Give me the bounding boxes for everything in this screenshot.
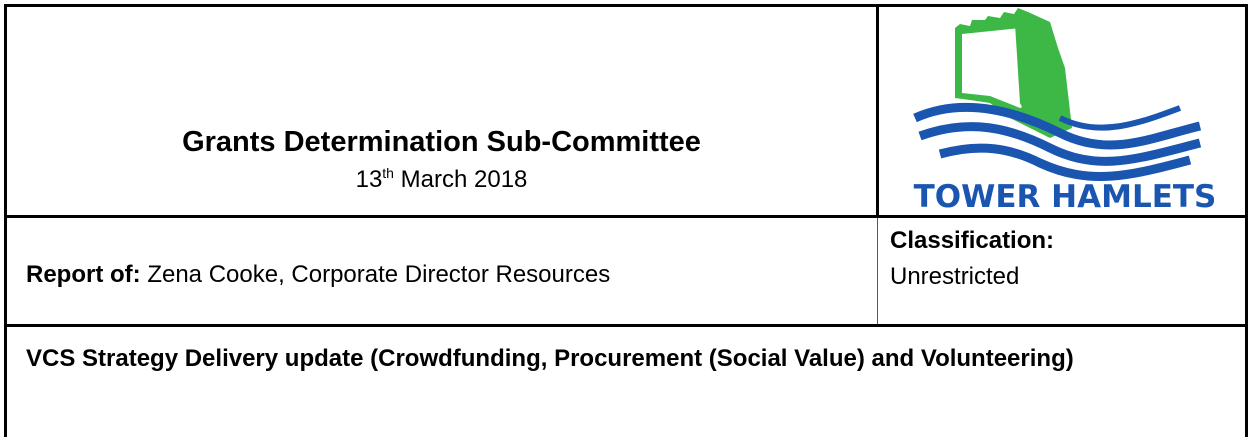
suffix: th bbox=[382, 165, 394, 181]
wave bbox=[913, 102, 1202, 150]
day: 13 bbox=[355, 166, 383, 193]
outer-border bbox=[4, 4, 1248, 437]
classification-label: Classification: bbox=[890, 227, 1055, 254]
logo: TOWER HAMLETS bbox=[913, 8, 1217, 214]
divider bbox=[876, 4, 879, 217]
report: Report of: Zena Cooke, Corporate Directo… bbox=[26, 261, 610, 289]
title: Grants Determination Sub-Committee bbox=[182, 126, 701, 158]
castle-front bbox=[1015, 20, 1060, 128]
divider bbox=[877, 218, 878, 325]
classification-value: Unrestricted bbox=[890, 263, 1020, 290]
date: 13th March 2018 bbox=[7, 165, 876, 194]
wave bbox=[938, 143, 1192, 181]
divider bbox=[7, 215, 1245, 218]
divider bbox=[7, 324, 1245, 327]
date-rest: March 2018 bbox=[400, 166, 528, 193]
report-label: Report of: bbox=[26, 261, 141, 288]
wave bbox=[918, 122, 1202, 166]
report-author: Zena Cooke, Corporate Director Resources bbox=[147, 261, 611, 288]
subject: VCS Strategy Delivery update (Crowdfundi… bbox=[26, 345, 1074, 372]
wave bbox=[1058, 105, 1182, 131]
logo-text: TOWER HAMLETS bbox=[914, 179, 1217, 214]
page: Grants Determination Sub-Committee 13th … bbox=[4, 4, 1248, 437]
